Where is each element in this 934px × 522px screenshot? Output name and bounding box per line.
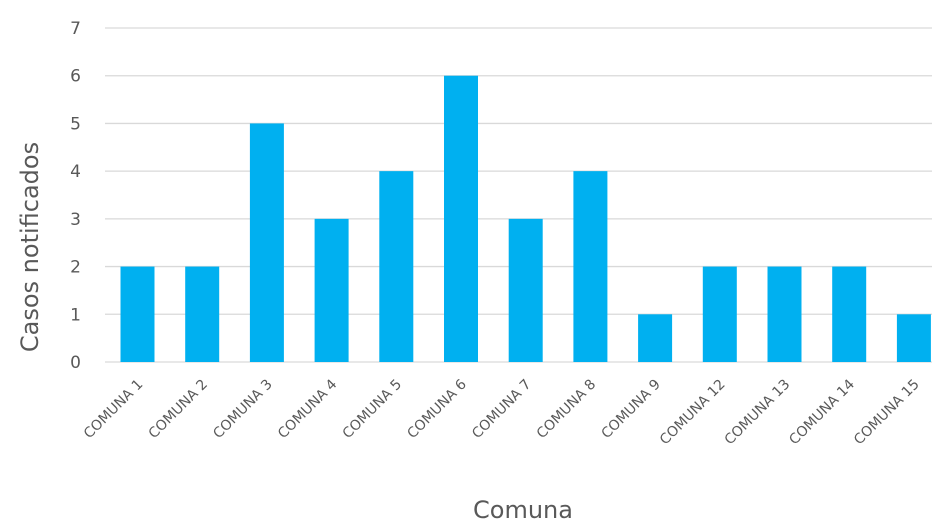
bar-comuna-12 (702, 266, 737, 362)
y-tick-label: 7 (70, 19, 81, 39)
y-tick-label: 4 (70, 162, 81, 182)
x-tick-label: COMUNA 5 (340, 377, 405, 442)
y-tick-label: 3 (70, 210, 81, 230)
y-tick-label: 0 (70, 353, 81, 373)
x-axis-title: Comuna (473, 496, 573, 522)
x-tick-label: COMUNA 6 (404, 376, 469, 441)
bar-comuna-7 (508, 218, 543, 362)
y-axis-title: Casos notificados (16, 142, 44, 352)
x-tick-label: COMUNA 9 (598, 377, 663, 442)
y-tick-label: 6 (70, 67, 81, 87)
bar-comuna-14 (832, 266, 867, 362)
bar-comuna-6 (444, 75, 478, 362)
y-tick-label: 5 (70, 114, 81, 134)
x-tick-label: COMUNA 12 (657, 377, 729, 449)
y-tick-label: 2 (70, 258, 81, 278)
bar-comuna-3 (249, 123, 284, 362)
x-axis-ticks: COMUNA 1 COMUNA 2 COMUNA 3 COMUNA 4 COMUNA 5… (81, 376, 923, 448)
bar-comuna-9 (638, 314, 673, 362)
bar-comuna-5 (379, 171, 414, 362)
bar-comuna-8 (573, 171, 608, 362)
x-tick-label: COMUNA 1 (81, 377, 146, 442)
x-tick-label: COMUNA 4 (275, 376, 340, 441)
x-tick-label: COMUNA 7 (469, 377, 534, 442)
bar-comuna-2 (185, 266, 220, 362)
bar-comuna-4 (314, 218, 349, 362)
x-tick-label: COMUNA 13 (722, 377, 794, 449)
y-tick-label: 1 (70, 305, 81, 325)
bars (120, 75, 931, 362)
bar-comuna-13 (767, 266, 802, 362)
x-tick-label: COMUNA 14 (786, 376, 858, 448)
x-tick-label: COMUNA 3 (210, 377, 275, 442)
bar-comuna-15 (896, 314, 931, 362)
x-tick-label: COMUNA 15 (851, 377, 923, 449)
x-tick-label: COMUNA 2 (146, 377, 211, 442)
bar-comuna-1 (120, 266, 155, 362)
x-tick-label: COMUNA 8 (534, 377, 599, 442)
y-axis-ticks: 0 1 2 3 4 5 6 7 (70, 19, 81, 373)
